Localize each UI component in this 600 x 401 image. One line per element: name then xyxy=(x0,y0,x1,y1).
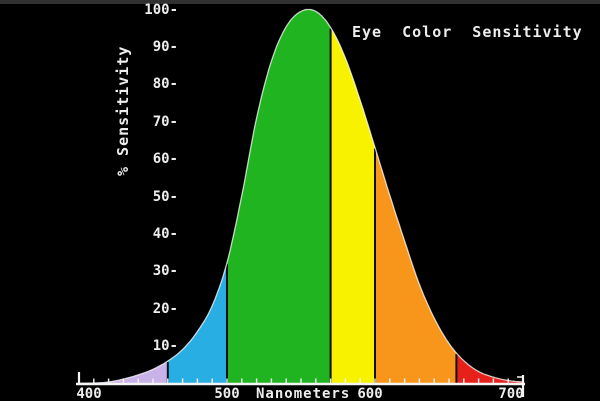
x-tick-label: 400 xyxy=(76,386,102,401)
band-orange xyxy=(375,147,457,384)
x-tick-label: 500 xyxy=(214,386,240,401)
chart-title: Eye Color Sensitivity xyxy=(352,23,583,41)
curve-outline xyxy=(78,8,524,385)
y-tick-label: 50- xyxy=(152,188,178,205)
y-tick-label: 40- xyxy=(152,225,178,242)
y-tick-label: 100- xyxy=(144,1,178,18)
y-tick-label: 20- xyxy=(152,300,178,317)
y-tick-label: 60- xyxy=(152,151,178,168)
band-blue xyxy=(167,262,227,384)
y-axis-label: % Sensitivity xyxy=(114,45,132,176)
x-axis-label: Nanometers xyxy=(256,386,351,401)
x-tick-label: 700 xyxy=(498,386,524,401)
x-tick-label: 600 xyxy=(357,386,383,401)
y-tick-label: 30- xyxy=(152,263,178,280)
y-tick-label: 90- xyxy=(152,38,178,55)
band-green xyxy=(227,9,331,384)
y-tick-label: 10- xyxy=(152,338,178,355)
y-tick-label: 80- xyxy=(152,76,178,93)
band-red xyxy=(456,353,523,384)
band-yellow xyxy=(330,27,375,384)
window-top-border xyxy=(0,0,600,4)
y-tick-label: 70- xyxy=(152,113,178,130)
band-violet xyxy=(79,361,168,384)
